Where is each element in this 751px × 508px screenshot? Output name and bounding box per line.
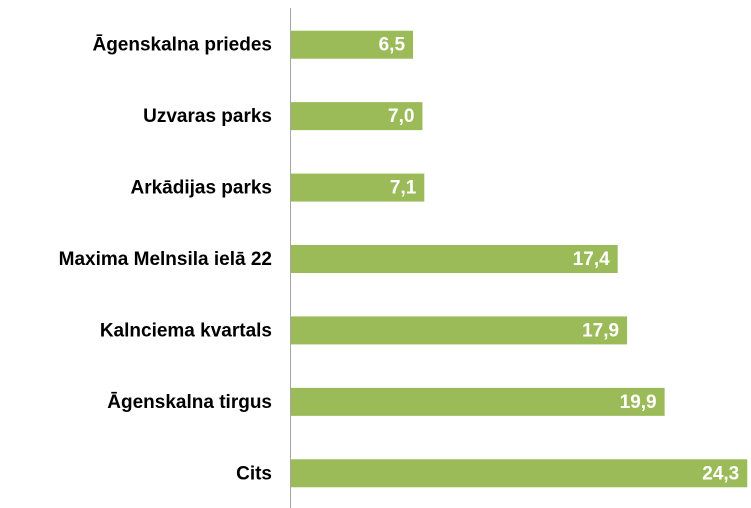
y-tick-label: Uzvaras parks [143,106,272,127]
data-label: 7,0 [388,106,414,127]
bar [291,30,414,59]
bar [291,102,423,131]
bar [291,459,748,488]
bar [291,173,425,202]
bar [291,316,628,345]
y-tick-label: Cits [236,463,272,484]
data-label: 24,3 [702,463,739,484]
data-label: 7,1 [390,178,417,199]
data-label: 6,5 [379,35,406,56]
bar [291,387,665,416]
data-label: 19,9 [620,392,657,413]
y-tick-label: Kalnciema kvartals [100,320,272,341]
data-label: 17,4 [573,249,610,270]
data-label: 17,9 [582,320,619,341]
y-tick-label: Maxima Melnsila ielā 22 [59,249,272,270]
y-tick-label: Āgenskalna tirgus [107,392,272,413]
y-tick-label: Arkādijas parks [130,178,272,199]
bar [291,245,618,273]
y-tick-label: Āgenskalna priedes [92,35,272,56]
